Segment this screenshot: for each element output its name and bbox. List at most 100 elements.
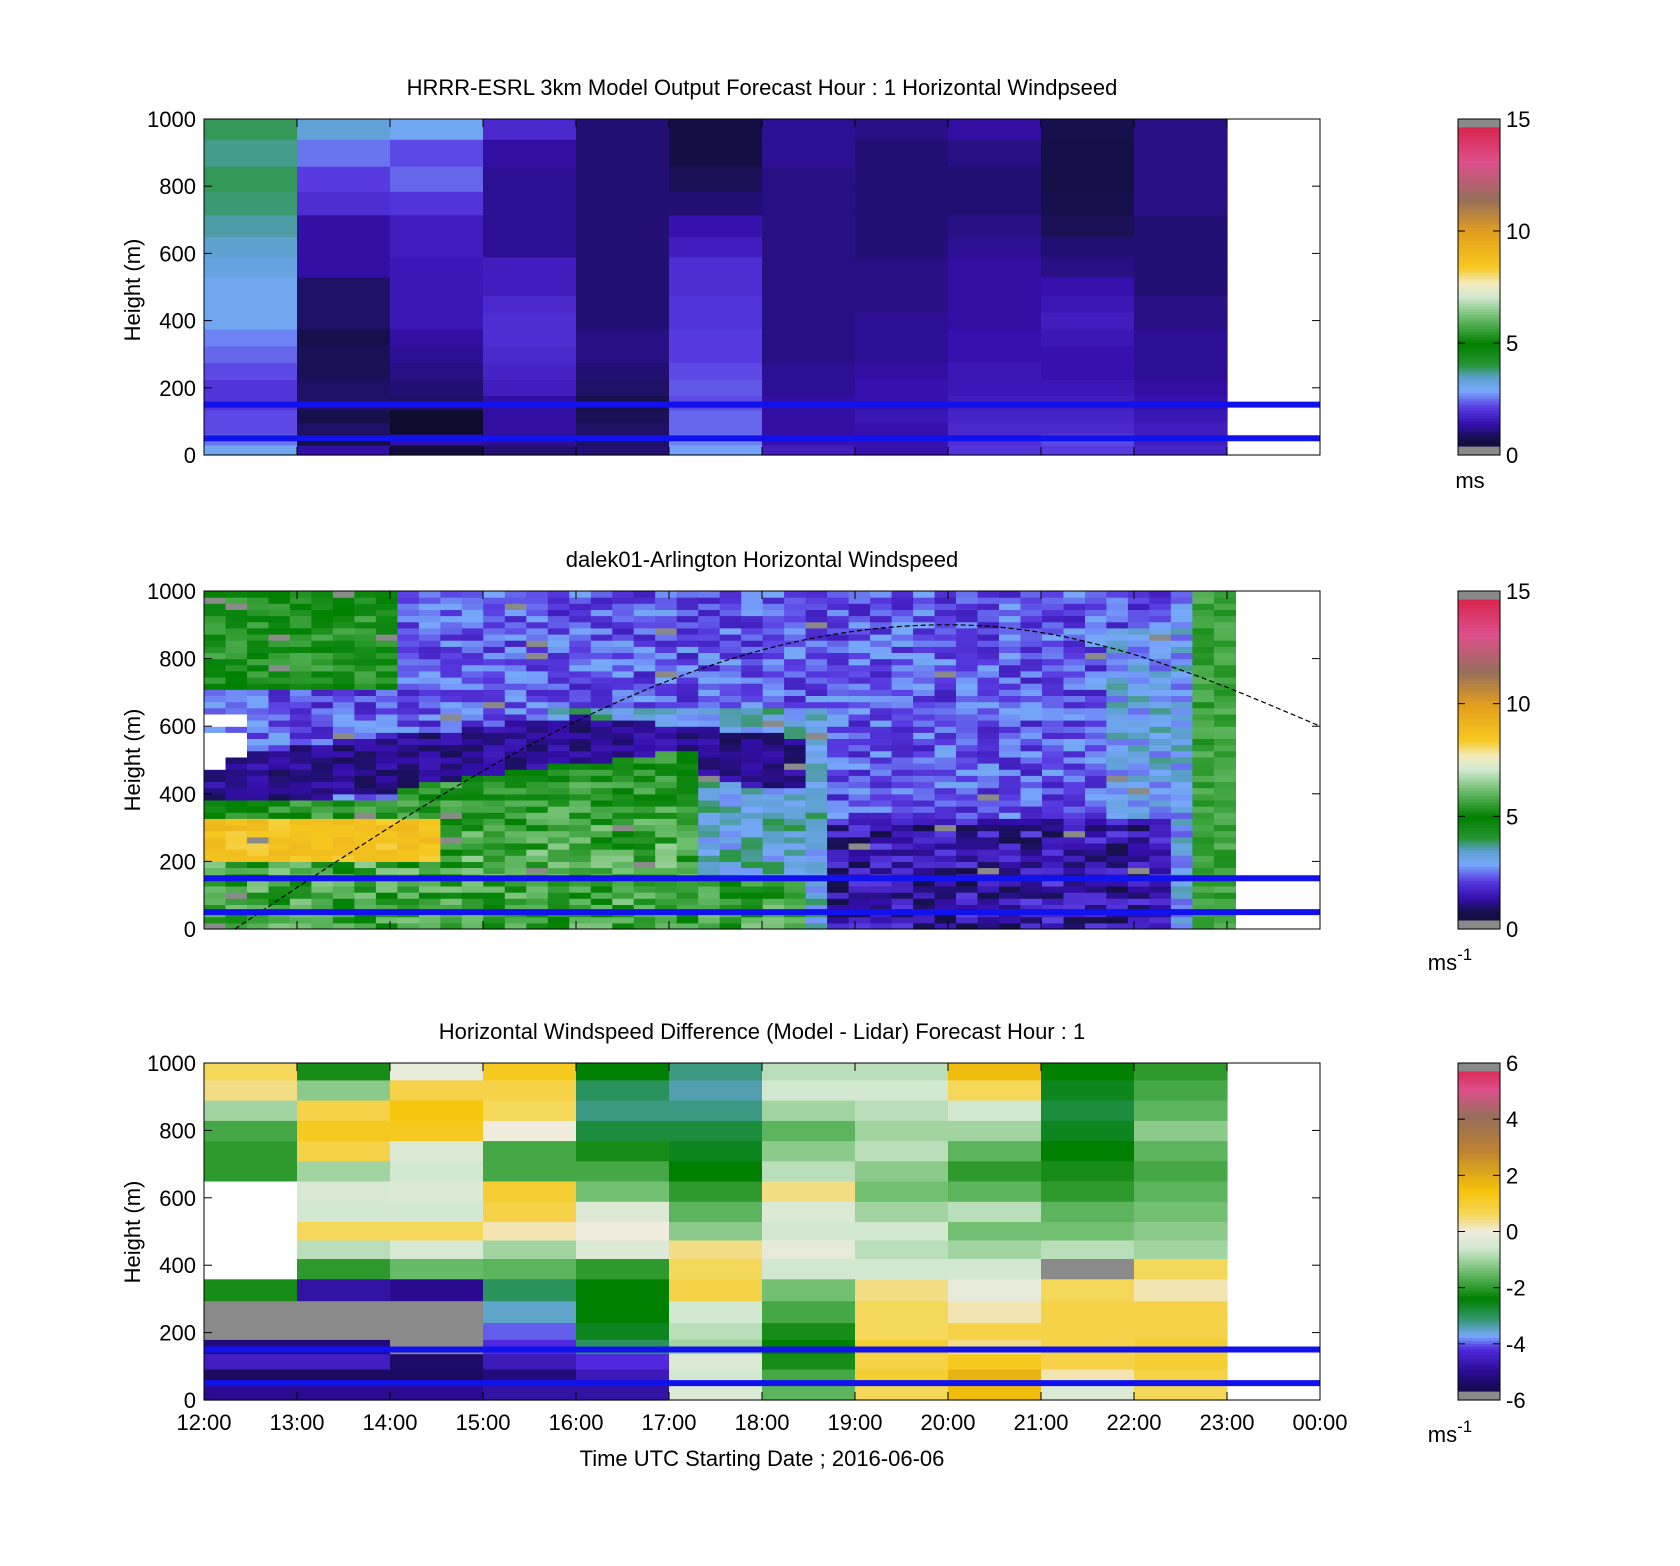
heatmap-cell xyxy=(855,1322,949,1340)
heatmap-cell xyxy=(547,701,570,709)
heatmap-cell xyxy=(1106,750,1129,758)
heatmap-cell xyxy=(461,843,484,850)
heatmap-cell xyxy=(289,609,312,617)
heatmap-cell xyxy=(676,744,699,752)
heatmap-cell xyxy=(784,695,807,703)
heatmap-cell xyxy=(891,818,914,826)
heatmap-cell xyxy=(297,166,391,192)
heatmap-cell xyxy=(698,627,721,635)
heatmap-cell xyxy=(1063,855,1086,862)
heatmap-cell xyxy=(483,276,577,296)
difference-x-axis-ticks: 12:00 13:00 14:00 15:00 16:00 17:00 18:00 19:00… xyxy=(176,1063,1348,1435)
heatmap-cell xyxy=(784,744,807,752)
heatmap-cell xyxy=(805,695,828,703)
heatmap-cell xyxy=(784,652,807,660)
heatmap-cell xyxy=(1149,609,1172,617)
heatmap-cell xyxy=(891,849,914,856)
heatmap-cell xyxy=(784,707,807,715)
heatmap-cell xyxy=(1213,867,1236,875)
heatmap-cell xyxy=(848,855,871,862)
heatmap-cell xyxy=(870,849,893,856)
heatmap-cell xyxy=(1063,652,1086,660)
colorbar-segment xyxy=(1458,613,1500,617)
colorbar-segment xyxy=(1458,365,1500,369)
heatmap-cell xyxy=(891,843,914,850)
heatmap-cell xyxy=(719,849,742,856)
heatmap-cell xyxy=(1213,701,1236,709)
heatmap-cell xyxy=(418,781,441,789)
heatmap-cell xyxy=(576,139,670,167)
heatmap-cell xyxy=(827,652,850,660)
heatmap-cell xyxy=(633,695,656,703)
heatmap-cell xyxy=(1063,695,1086,703)
heatmap-cell xyxy=(1170,726,1193,733)
heatmap-cell xyxy=(698,713,721,721)
heatmap-cell xyxy=(669,379,763,396)
colorbar-segment xyxy=(1458,1186,1500,1190)
heatmap-cell xyxy=(913,615,936,623)
heatmap-cell xyxy=(569,799,592,807)
heatmap-cell xyxy=(655,738,678,746)
heatmap-cell xyxy=(225,683,248,690)
heatmap-cell xyxy=(461,806,484,813)
heatmap-cell xyxy=(440,904,463,912)
heatmap-cell xyxy=(1063,664,1086,672)
heatmap-cell xyxy=(612,763,635,770)
heatmap-cell xyxy=(418,867,441,875)
colorbar-segment xyxy=(1458,827,1500,831)
heatmap-cell xyxy=(870,689,893,696)
colorbar-segment xyxy=(1458,186,1500,190)
heatmap-cell xyxy=(1085,898,1108,905)
heatmap-cell xyxy=(354,849,377,856)
heatmap-cell xyxy=(311,793,334,801)
heatmap-cell xyxy=(1063,799,1086,807)
heatmap-cell xyxy=(483,139,577,167)
heatmap-cell xyxy=(977,720,1000,727)
heatmap-cell xyxy=(805,732,828,739)
heatmap-cell xyxy=(526,738,549,746)
colorbar-segment xyxy=(1458,329,1500,333)
heatmap-cell xyxy=(1042,640,1065,647)
heatmap-cell xyxy=(483,295,577,313)
heatmap-cell xyxy=(247,922,270,930)
heatmap-cell xyxy=(397,726,420,733)
heatmap-cell xyxy=(418,689,441,696)
heatmap-cell xyxy=(590,763,613,770)
heatmap-cell xyxy=(483,379,577,396)
heatmap-cell xyxy=(332,664,355,672)
heatmap-cell xyxy=(204,689,227,696)
heatmap-cell xyxy=(1134,256,1228,278)
heatmap-cell xyxy=(440,879,463,887)
heatmap-cell xyxy=(655,683,678,690)
panel-lidar-title: dalek01-Arlington Horizontal Windspeed xyxy=(566,547,959,572)
heatmap-cell xyxy=(719,799,742,807)
heatmap-cell xyxy=(297,191,391,216)
heatmap-cell xyxy=(569,861,592,869)
heatmap-cell xyxy=(1085,818,1108,826)
heatmap-cell xyxy=(332,922,355,930)
heatmap-cell xyxy=(225,597,248,604)
heatmap-cell xyxy=(289,806,312,813)
heatmap-cell xyxy=(784,756,807,764)
colorbar-segment xyxy=(1458,1324,1500,1328)
heatmap-cell xyxy=(913,720,936,727)
heatmap-cell xyxy=(719,763,742,770)
heatmap-cell xyxy=(676,812,699,819)
heatmap-cell xyxy=(956,799,979,807)
heatmap-cell xyxy=(1149,738,1172,746)
heatmap-cell xyxy=(504,640,527,647)
heatmap-cell xyxy=(332,824,355,832)
colorbar-segment xyxy=(1458,133,1500,137)
heatmap-cell xyxy=(891,634,914,641)
heatmap-cell xyxy=(669,139,763,167)
heatmap-cell xyxy=(1020,812,1043,819)
heatmap-cell xyxy=(247,799,270,807)
heatmap-cell xyxy=(354,879,377,887)
heatmap-cell xyxy=(891,861,914,869)
heatmap-cell xyxy=(676,615,699,623)
heatmap-cell xyxy=(891,781,914,789)
heatmap-cell xyxy=(1127,806,1150,813)
heatmap-cell xyxy=(805,707,828,715)
heatmap-cell xyxy=(719,732,742,739)
heatmap-cell xyxy=(268,634,291,641)
